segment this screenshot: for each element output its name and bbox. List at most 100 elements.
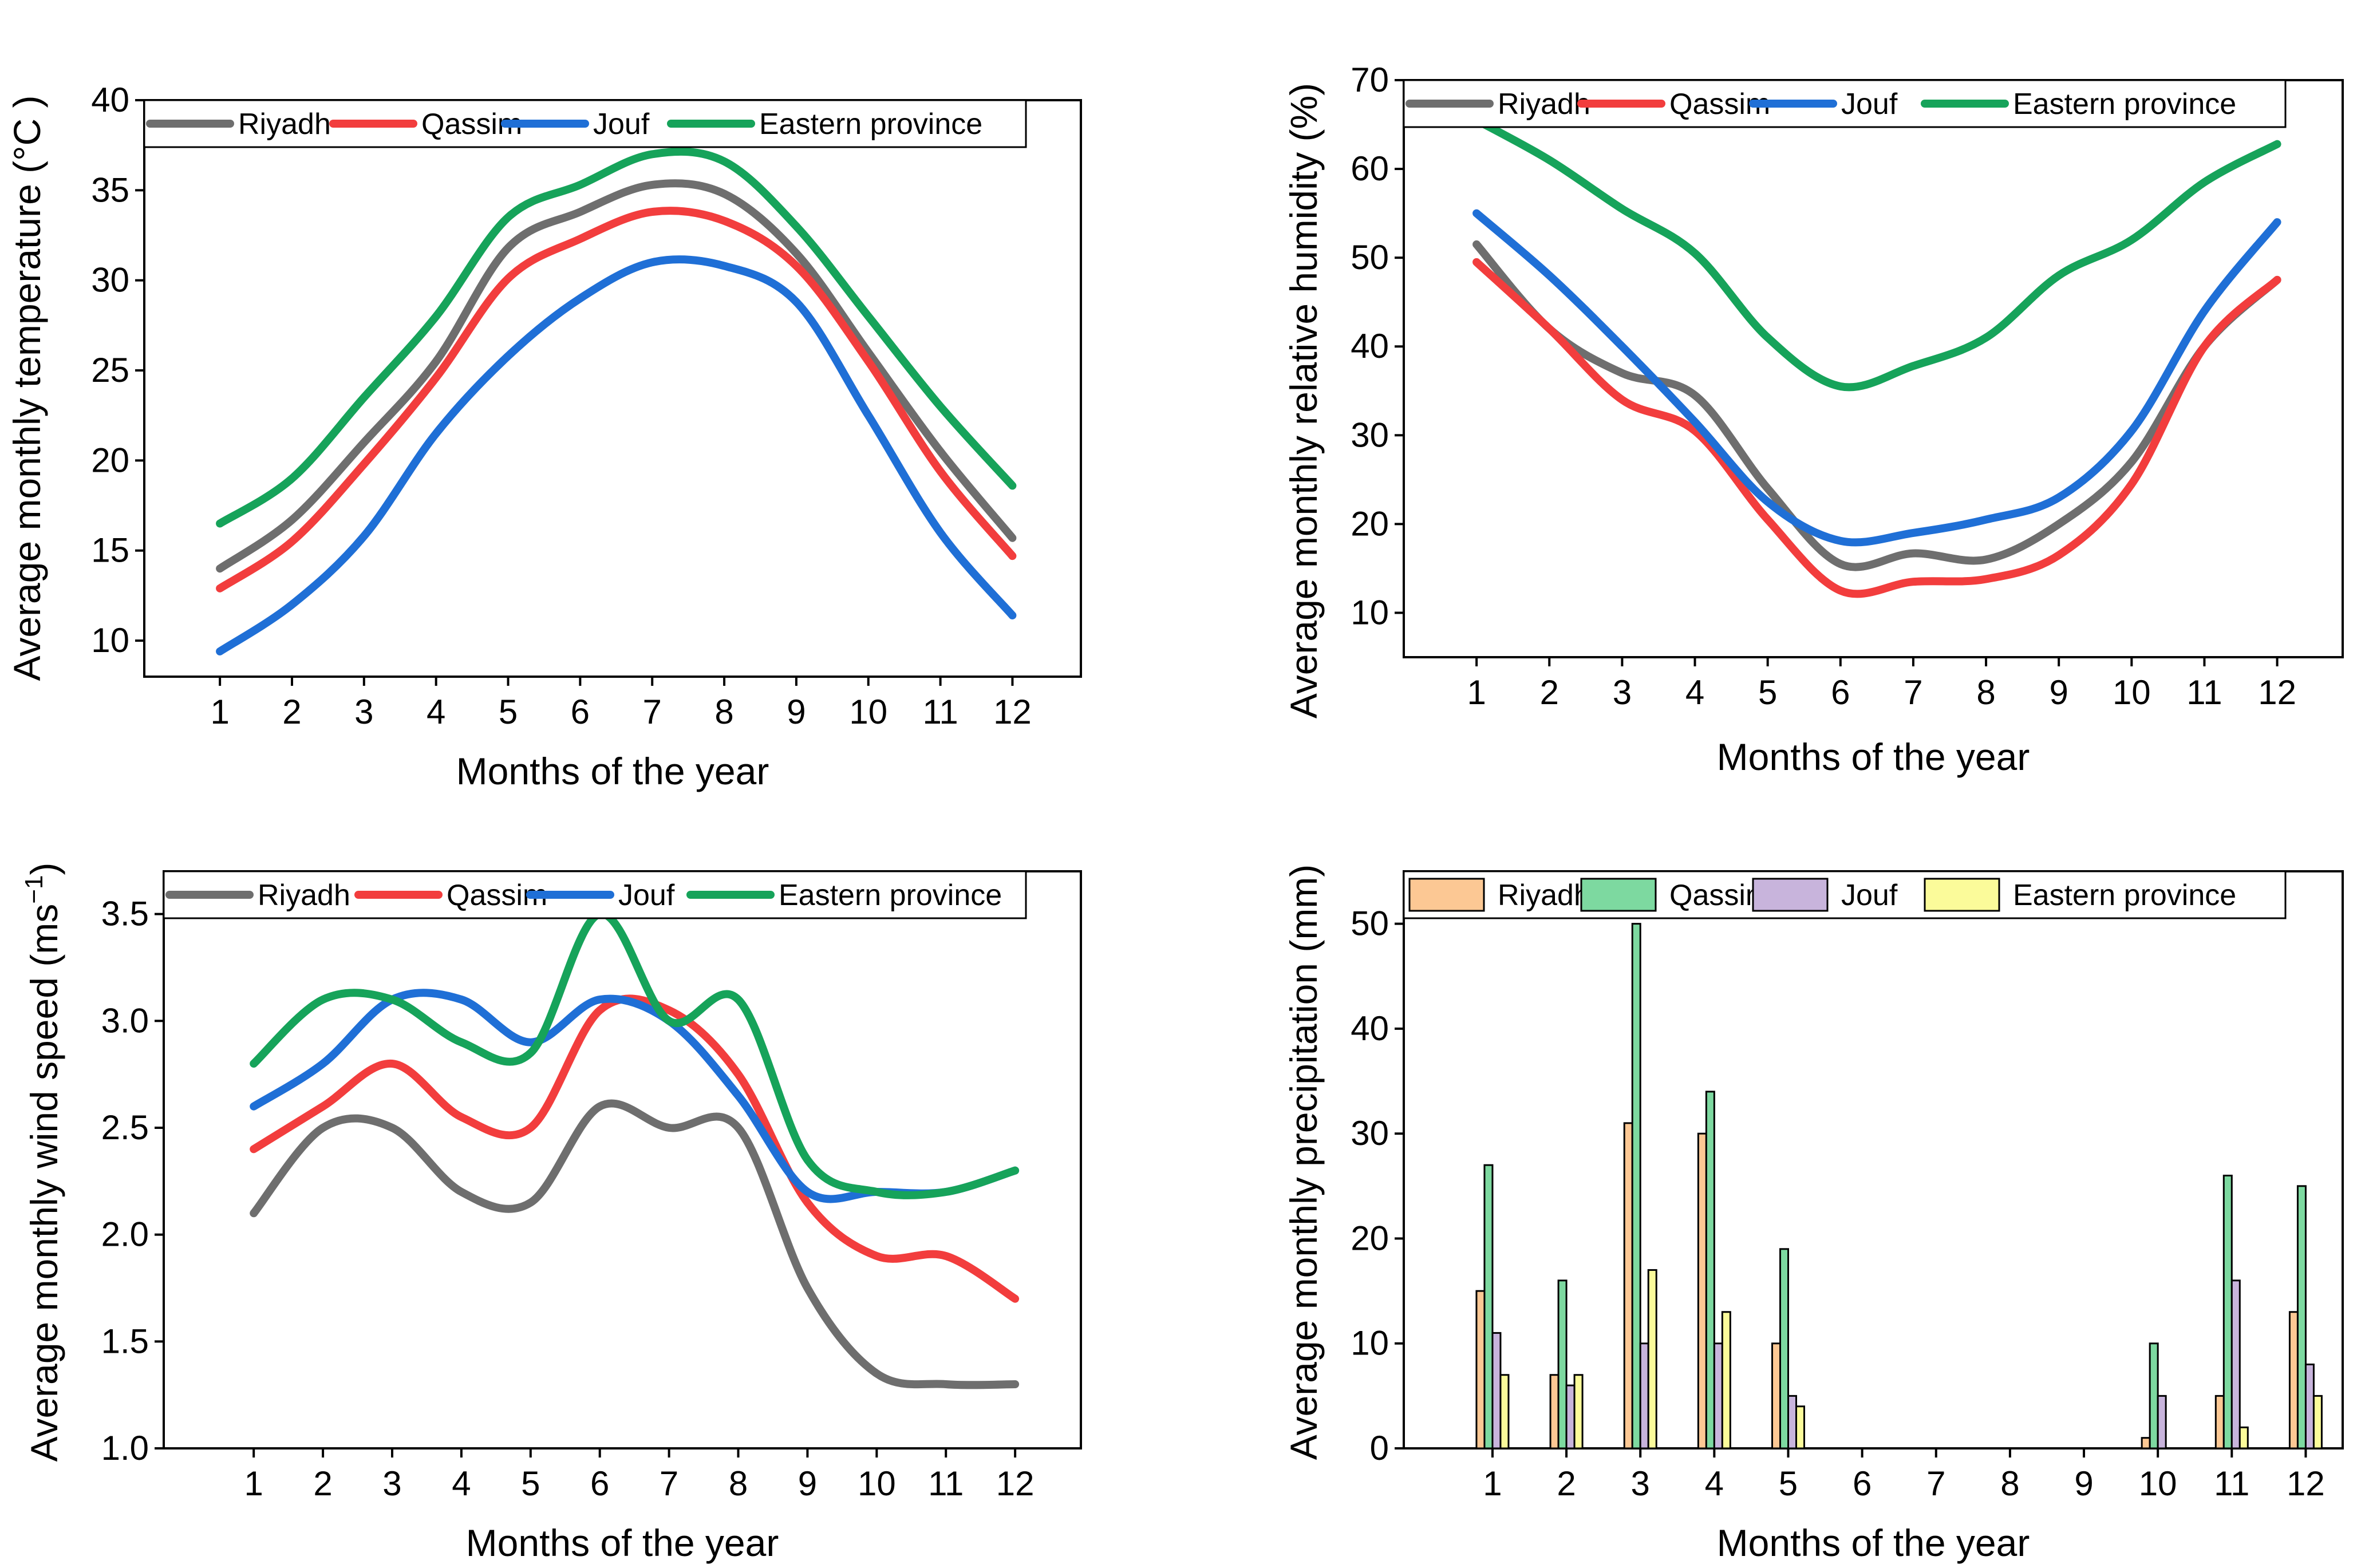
x-tick-label: 10	[849, 693, 887, 731]
y-tick-label: 25	[91, 351, 129, 389]
series-line-riyadh	[216, 179, 1017, 573]
legend-swatch	[1580, 878, 1657, 912]
legend-item-eastern-province: Eastern province	[1924, 878, 2236, 912]
y-tick-label: 30	[91, 261, 129, 299]
bar-jouf	[2157, 1395, 2167, 1449]
series-line-eastern-province	[250, 910, 1020, 1199]
bar-riyadh	[2141, 1437, 2151, 1449]
legend: Riyadh Qassim Jouf Eastern province	[143, 99, 1027, 148]
series-line-jouf	[250, 989, 1020, 1203]
y-tick-label: 15	[91, 531, 129, 570]
x-tick-label: 4	[1685, 673, 1704, 712]
x-tick-label: 5	[521, 1464, 540, 1503]
x-tick-label: 1	[1467, 673, 1486, 712]
series-line-qassim	[216, 207, 1017, 593]
legend-frame	[1403, 79, 2287, 128]
x-tick-label: 10	[2139, 1464, 2177, 1503]
bar-eastern-province	[1499, 1374, 1510, 1449]
plot-frame	[163, 870, 1082, 1449]
x-tick-label: 12	[2258, 673, 2296, 712]
legend-label: Riyadh	[238, 108, 331, 141]
series-line-eastern-province	[216, 147, 1017, 528]
series-line-qassim	[250, 994, 1020, 1303]
x-tick-label: 7	[1926, 1464, 1945, 1503]
x-tick-label: 9	[2049, 673, 2068, 712]
y-tick-label: 30	[1351, 416, 1389, 454]
legend-item-riyadh: Riyadh	[1408, 878, 1590, 912]
x-tick-label: 12	[2287, 1464, 2325, 1503]
x-tick-label: 3	[1631, 1464, 1650, 1503]
chart-panel-3: 1.01.52.02.53.03.51 2 3 4 5 6 7 8 9 10 11 12Months …	[20, 863, 1082, 1564]
y-axis-label: Average monthly wind speed (ms−1)	[20, 863, 65, 1462]
x-tick-label: 3	[382, 1464, 401, 1503]
legend-label: Jouf	[618, 879, 675, 912]
y-tick-label: 3.5	[101, 895, 149, 933]
legend-swatch	[1408, 878, 1485, 912]
y-tick-label: 10	[91, 621, 129, 659]
y-axis-label-superscript: −1	[20, 875, 48, 904]
y-tick-label: 0	[1370, 1429, 1389, 1467]
bar-qassim	[2222, 1174, 2233, 1449]
bar-riyadh	[1475, 1290, 1486, 1449]
y-tick-label: 10	[1351, 1324, 1389, 1362]
x-tick-label: 6	[571, 693, 590, 731]
y-axis-label-end: )	[23, 863, 65, 875]
x-tick-label: 4	[1705, 1464, 1724, 1503]
y-tick-label: 1.0	[101, 1429, 149, 1467]
x-tick-label: 12	[993, 693, 1032, 731]
bar-eastern-province	[2238, 1426, 2249, 1449]
series-line-qassim	[1472, 258, 2281, 598]
bar-qassim	[1705, 1091, 1715, 1449]
x-tick-label: 10	[2113, 673, 2151, 712]
legend-frame	[1403, 870, 2287, 919]
legend-label: Riyadh	[1498, 88, 1590, 121]
y-tick-label: 40	[1351, 1009, 1389, 1048]
legend-item-eastern-province: Eastern province	[1921, 88, 2236, 121]
y-tick-label: 1.5	[101, 1322, 149, 1360]
y-tick-label: 20	[1351, 504, 1389, 543]
x-tick-label: 3	[1613, 673, 1632, 712]
legend-item-jouf: Jouf	[1752, 878, 1898, 912]
x-tick-label: 11	[2186, 673, 2222, 712]
legend-label: Jouf	[1841, 88, 1898, 121]
series-line-riyadh	[250, 1099, 1020, 1389]
bar-eastern-province	[1647, 1269, 1657, 1449]
bar-eastern-province	[1795, 1405, 1805, 1449]
legend: Riyadh Qassim Jouf Eastern province	[163, 870, 1027, 919]
y-tick-label: 3.0	[101, 1001, 149, 1040]
x-tick-label: 9	[798, 1464, 817, 1503]
bar-qassim	[2149, 1342, 2159, 1449]
x-tick-label: 11	[2214, 1464, 2249, 1503]
x-tick-label: 9	[2074, 1464, 2093, 1503]
legend-item-jouf: Jouf	[1749, 88, 1898, 121]
x-tick-label: 2	[313, 1464, 332, 1503]
bar-jouf	[1565, 1384, 1576, 1449]
x-tick-label: 7	[643, 693, 662, 731]
x-tick-label: 5	[499, 693, 518, 731]
y-tick-label: 40	[1351, 327, 1389, 365]
legend-item-qassim: Qassim	[354, 879, 547, 912]
legend-item-riyadh: Riyadh	[165, 879, 350, 912]
bar-qassim	[1779, 1248, 1789, 1449]
x-axis-label: Months of the year	[1717, 736, 2030, 778]
x-tick-label: 6	[1853, 1464, 1872, 1503]
bar-riyadh	[2288, 1311, 2299, 1449]
plot-frame	[1403, 870, 2344, 1449]
bar-qassim	[2296, 1185, 2307, 1449]
x-tick-label: 6	[1831, 673, 1850, 712]
y-tick-label: 60	[1351, 149, 1389, 188]
series-line-riyadh	[1472, 240, 2281, 571]
legend-label: Eastern province	[2013, 879, 2236, 912]
bar-eastern-province	[1721, 1311, 1731, 1449]
bar-qassim	[1557, 1279, 1568, 1449]
bar-jouf	[1491, 1332, 1502, 1449]
y-tick-label: 2.5	[101, 1108, 149, 1147]
x-tick-label: 4	[452, 1464, 471, 1503]
bar-jouf	[1713, 1342, 1723, 1449]
bar-riyadh	[1623, 1122, 1633, 1449]
legend-item-qassim: Qassim	[329, 108, 522, 141]
legend: Riyadh Qassim Jouf Eastern province	[1403, 870, 2287, 919]
